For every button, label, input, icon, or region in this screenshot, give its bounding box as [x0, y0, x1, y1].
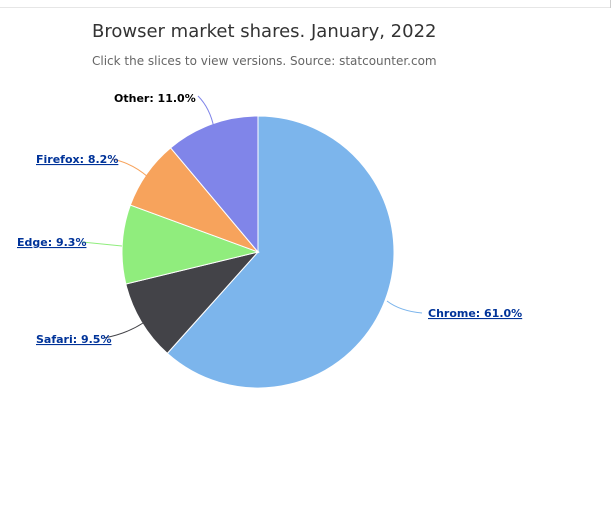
chart-subtitle: Click the slices to view versions. Sourc… — [92, 54, 437, 68]
pie-slice-chrome[interactable] — [166, 115, 395, 389]
connector-safari — [103, 322, 144, 339]
connector-other — [197, 95, 215, 129]
data-label-edge[interactable]: Edge: 9.3% — [17, 236, 86, 249]
window-top-border — [0, 0, 611, 8]
pie-slice-other[interactable] — [169, 115, 259, 254]
connector-firefox — [111, 158, 149, 178]
data-label-safari[interactable]: Safari: 9.5% — [36, 333, 112, 346]
pie-slice-safari[interactable] — [125, 251, 260, 355]
connector-edge — [81, 241, 123, 247]
pie-slice-edge[interactable] — [121, 204, 260, 285]
connector-chrome — [386, 300, 423, 314]
chart-title: Browser market shares. January, 2022 — [92, 21, 436, 42]
data-label-chrome[interactable]: Chrome: 61.0% — [428, 307, 522, 320]
data-label-firefox[interactable]: Firefox: 8.2% — [36, 153, 118, 166]
data-label-other: Other: 11.0% — [114, 92, 196, 105]
